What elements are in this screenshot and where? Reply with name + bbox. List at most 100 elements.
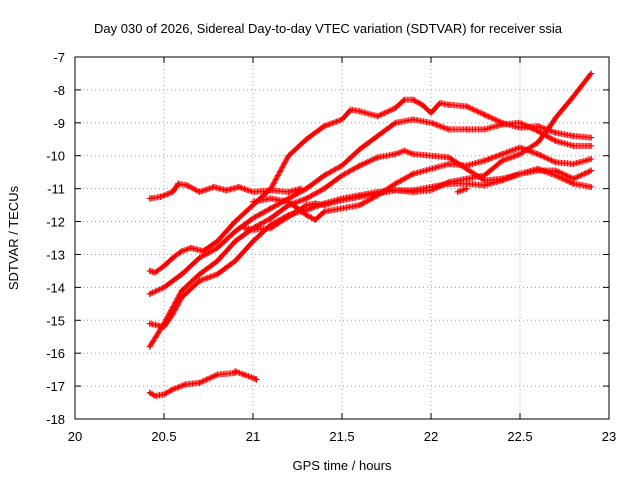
data-point [267, 195, 274, 202]
data-point [356, 108, 363, 115]
data-point [285, 152, 292, 159]
data-point [543, 128, 550, 135]
data-point [152, 269, 159, 276]
data-point [463, 162, 470, 169]
data-point [184, 182, 191, 189]
data-point [161, 391, 167, 398]
data-point [552, 167, 559, 174]
x-tick-label: 21.5 [329, 429, 354, 444]
data-point [356, 162, 363, 169]
data-point [410, 151, 417, 158]
y-tick-label: -15 [46, 313, 65, 328]
y-tick-label: -10 [46, 149, 65, 164]
data-point [570, 160, 577, 167]
data-point [250, 226, 256, 233]
data-point [410, 188, 417, 195]
data-point [588, 183, 595, 190]
series-track-h [241, 70, 595, 233]
data-point [303, 195, 310, 202]
data-point [285, 213, 292, 220]
data-point [169, 386, 176, 393]
data-point [178, 271, 185, 278]
data-point [481, 182, 488, 189]
data-point [499, 121, 506, 128]
series-layer [146, 70, 595, 399]
data-point [552, 159, 559, 166]
data-point [321, 123, 328, 130]
data-point [347, 106, 354, 113]
data-point [267, 205, 274, 212]
data-point [481, 172, 488, 179]
series-track-a [146, 180, 305, 202]
data-point [552, 137, 559, 144]
data-point [445, 179, 452, 186]
y-tick-label: -12 [46, 215, 65, 230]
data-point [481, 111, 488, 118]
data-point [267, 185, 274, 192]
data-point [303, 136, 310, 143]
data-point [214, 258, 221, 265]
data-point [250, 198, 256, 205]
data-point [508, 147, 515, 154]
data-point [146, 320, 153, 327]
x-axis-title: GPS time / hours [293, 458, 392, 473]
series-track-j [454, 185, 470, 195]
data-point [157, 193, 164, 200]
data-point [392, 151, 399, 158]
data-point [356, 193, 363, 200]
data-point [223, 187, 230, 194]
data-point [445, 101, 452, 108]
data-point [588, 156, 595, 163]
y-tick-label: -11 [47, 182, 65, 197]
chart-title: Day 030 of 2026, Sidereal Day-to-day VTE… [94, 21, 563, 36]
data-point [321, 208, 328, 215]
x-tick-label: 22.5 [507, 429, 532, 444]
data-point [214, 271, 221, 278]
y-tick-label: -14 [46, 280, 65, 295]
data-point [552, 114, 559, 121]
data-point [588, 167, 595, 174]
data-point [196, 379, 203, 386]
data-point [146, 267, 153, 274]
series-markers [146, 116, 595, 297]
data-point [312, 216, 319, 223]
data-point [445, 126, 452, 133]
y-axis-title: SDTVAR / TECUs [6, 185, 21, 290]
data-point [588, 134, 595, 141]
data-point [588, 70, 595, 77]
data-point [392, 180, 399, 187]
series-markers [232, 368, 260, 383]
data-point [250, 215, 256, 222]
data-point [436, 100, 443, 107]
data-point [196, 254, 203, 261]
data-point [285, 188, 292, 195]
plot-frame [74, 56, 610, 420]
data-point [232, 238, 239, 245]
data-point [267, 215, 274, 222]
data-point [428, 119, 434, 126]
data-point [214, 244, 221, 251]
data-point [241, 371, 248, 378]
data-point [146, 343, 153, 350]
data-point [178, 248, 185, 255]
data-point [428, 109, 434, 116]
data-point [392, 105, 399, 112]
data-point [214, 371, 221, 378]
data-point [517, 151, 523, 158]
data-point [303, 202, 310, 209]
data-point [428, 165, 434, 172]
data-point [161, 323, 167, 330]
series-track-e [146, 116, 595, 297]
data-point [401, 147, 408, 154]
data-point [267, 225, 274, 232]
data-point [588, 142, 595, 149]
series-markers [454, 185, 470, 195]
series-markers [146, 369, 239, 399]
data-point [339, 172, 345, 179]
data-point [232, 258, 239, 265]
data-point [196, 271, 203, 278]
data-point [534, 128, 541, 135]
data-point [419, 101, 426, 108]
data-point [196, 277, 203, 284]
